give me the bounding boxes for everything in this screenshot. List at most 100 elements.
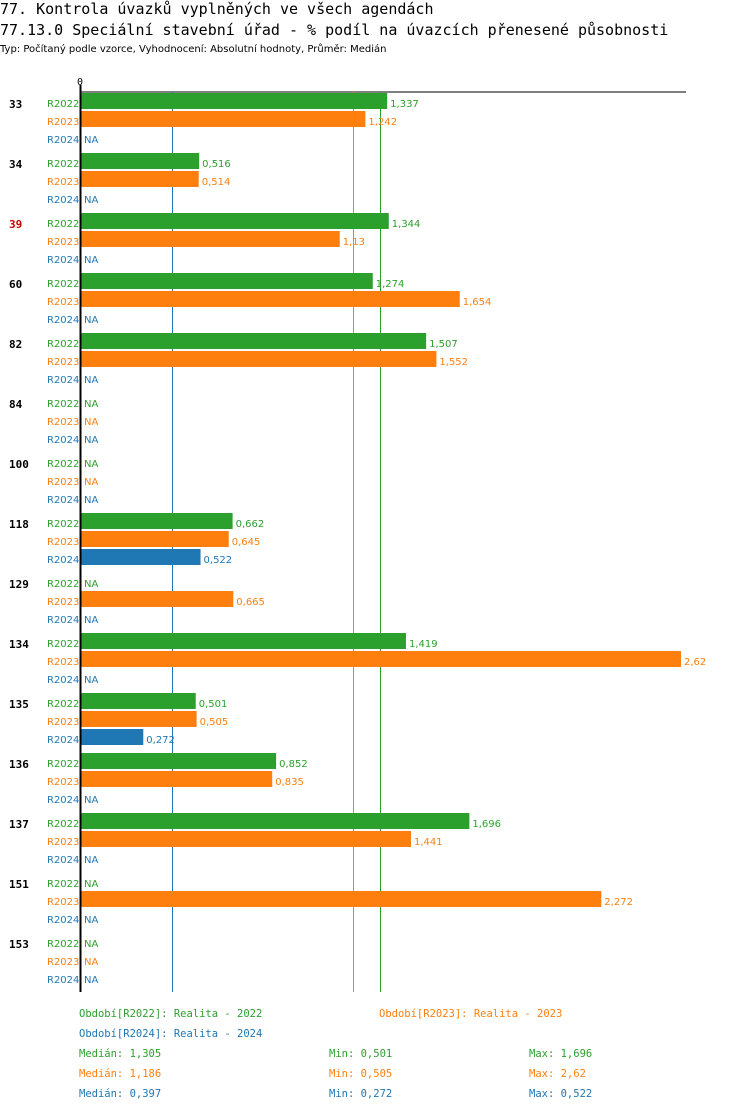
stat-median-r2024: Medián: 0,397 xyxy=(79,1088,162,1100)
bar xyxy=(81,213,389,229)
category-label: 84 xyxy=(9,398,23,411)
na-label: NA xyxy=(84,195,98,206)
chart-subtitle: 77.13.0 Speciální stavební úřad - % podí… xyxy=(0,21,669,39)
category-label: 39 xyxy=(9,218,22,231)
na-label: NA xyxy=(84,957,98,968)
series-label: R2022 xyxy=(47,939,79,950)
na-label: NA xyxy=(84,399,98,410)
series-label: R2024 xyxy=(47,975,79,986)
stat-min-r2024: Min: 0,272 xyxy=(329,1088,393,1100)
bar xyxy=(81,273,373,289)
stat-median-r2022: Medián: 1,305 xyxy=(79,1048,162,1060)
series-label: R2024 xyxy=(47,855,79,866)
series-label: R2023 xyxy=(47,357,79,368)
data-label: 1,552 xyxy=(439,357,468,368)
stat-max-r2024: Max: 0,522 xyxy=(529,1088,593,1100)
series-label: R2022 xyxy=(47,879,79,890)
series-label: R2024 xyxy=(47,915,79,926)
bar xyxy=(81,831,411,847)
data-label: 1,696 xyxy=(472,819,501,830)
data-label: 1,654 xyxy=(463,297,492,308)
na-label: NA xyxy=(84,255,98,266)
bar xyxy=(81,693,196,709)
series-label: R2024 xyxy=(47,375,79,386)
category-label: 135 xyxy=(9,698,29,711)
na-label: NA xyxy=(84,855,98,866)
category-label: 100 xyxy=(9,458,29,471)
data-label: 0,835 xyxy=(275,777,304,788)
na-label: NA xyxy=(84,375,98,386)
category-label: 151 xyxy=(9,878,29,891)
series-label: R2022 xyxy=(47,519,79,530)
data-label: 0,522 xyxy=(204,555,233,566)
bar xyxy=(81,549,201,565)
na-label: NA xyxy=(84,579,98,590)
data-label: 1,344 xyxy=(392,219,421,230)
data-label: 1,441 xyxy=(414,837,443,848)
series-label: R2024 xyxy=(47,495,79,506)
series-label: R2023 xyxy=(47,957,79,968)
series-label: R2022 xyxy=(47,399,79,410)
bar xyxy=(81,813,470,829)
series-label: R2022 xyxy=(47,459,79,470)
na-label: NA xyxy=(84,915,98,926)
data-label: 2,62 xyxy=(684,657,706,668)
series-label: R2022 xyxy=(47,639,79,650)
data-label: 1,13 xyxy=(343,237,365,248)
legend-r2024: Období[R2024]: Realita - 2024 xyxy=(79,1028,263,1040)
legend-r2023: Období[R2023]: Realita - 2023 xyxy=(379,1008,563,1020)
series-label: R2024 xyxy=(47,555,79,566)
bar xyxy=(81,531,229,547)
na-label: NA xyxy=(84,459,98,470)
bar xyxy=(81,591,234,607)
na-label: NA xyxy=(84,615,98,626)
data-label: 1,337 xyxy=(390,99,419,110)
category-label: 33 xyxy=(9,98,22,111)
category-label: 153 xyxy=(9,938,29,951)
series-label: R2023 xyxy=(47,177,79,188)
series-label: R2024 xyxy=(47,315,79,326)
series-label: R2023 xyxy=(47,417,79,428)
chart-title: 77. Kontrola úvazků vyplněných ve všech … xyxy=(0,0,434,18)
bar xyxy=(81,513,233,529)
bar xyxy=(81,771,273,787)
category-label: 118 xyxy=(9,518,29,531)
series-label: R2023 xyxy=(47,537,79,548)
series-label: R2022 xyxy=(47,579,79,590)
category-label: 129 xyxy=(9,578,29,591)
x-tick-label-zero: 0 xyxy=(77,77,83,88)
series-label: R2024 xyxy=(47,675,79,686)
bar xyxy=(81,171,199,187)
category-label: 82 xyxy=(9,338,22,351)
bar xyxy=(81,93,388,109)
series-label: R2024 xyxy=(47,735,79,746)
series-label: R2024 xyxy=(47,615,79,626)
data-label: 0,852 xyxy=(279,759,308,770)
series-label: R2023 xyxy=(47,897,79,908)
bar xyxy=(81,351,437,367)
bar xyxy=(81,231,340,247)
stat-max-r2022: Max: 1,696 xyxy=(529,1048,593,1060)
data-label: 0,272 xyxy=(146,735,175,746)
data-label: 1,419 xyxy=(409,639,438,650)
bar xyxy=(81,651,681,667)
data-label: 0,662 xyxy=(236,519,265,530)
na-label: NA xyxy=(84,315,98,326)
na-label: NA xyxy=(84,975,98,986)
data-label: 2,272 xyxy=(604,897,633,908)
chart-description: Typ: Počítaný podle vzorce, Vyhodnocení:… xyxy=(0,44,387,55)
series-label: R2022 xyxy=(47,279,79,290)
series-label: R2024 xyxy=(47,255,79,266)
bar xyxy=(81,729,144,745)
na-label: NA xyxy=(84,477,98,488)
bar xyxy=(81,753,277,769)
data-label: 0,505 xyxy=(200,717,229,728)
series-label: R2024 xyxy=(47,195,79,206)
na-label: NA xyxy=(84,435,98,446)
series-label: R2024 xyxy=(47,135,79,146)
series-label: R2022 xyxy=(47,159,79,170)
series-label: R2024 xyxy=(47,435,79,446)
series-label: R2023 xyxy=(47,597,79,608)
bar xyxy=(81,711,197,727)
data-label: 0,516 xyxy=(202,159,231,170)
